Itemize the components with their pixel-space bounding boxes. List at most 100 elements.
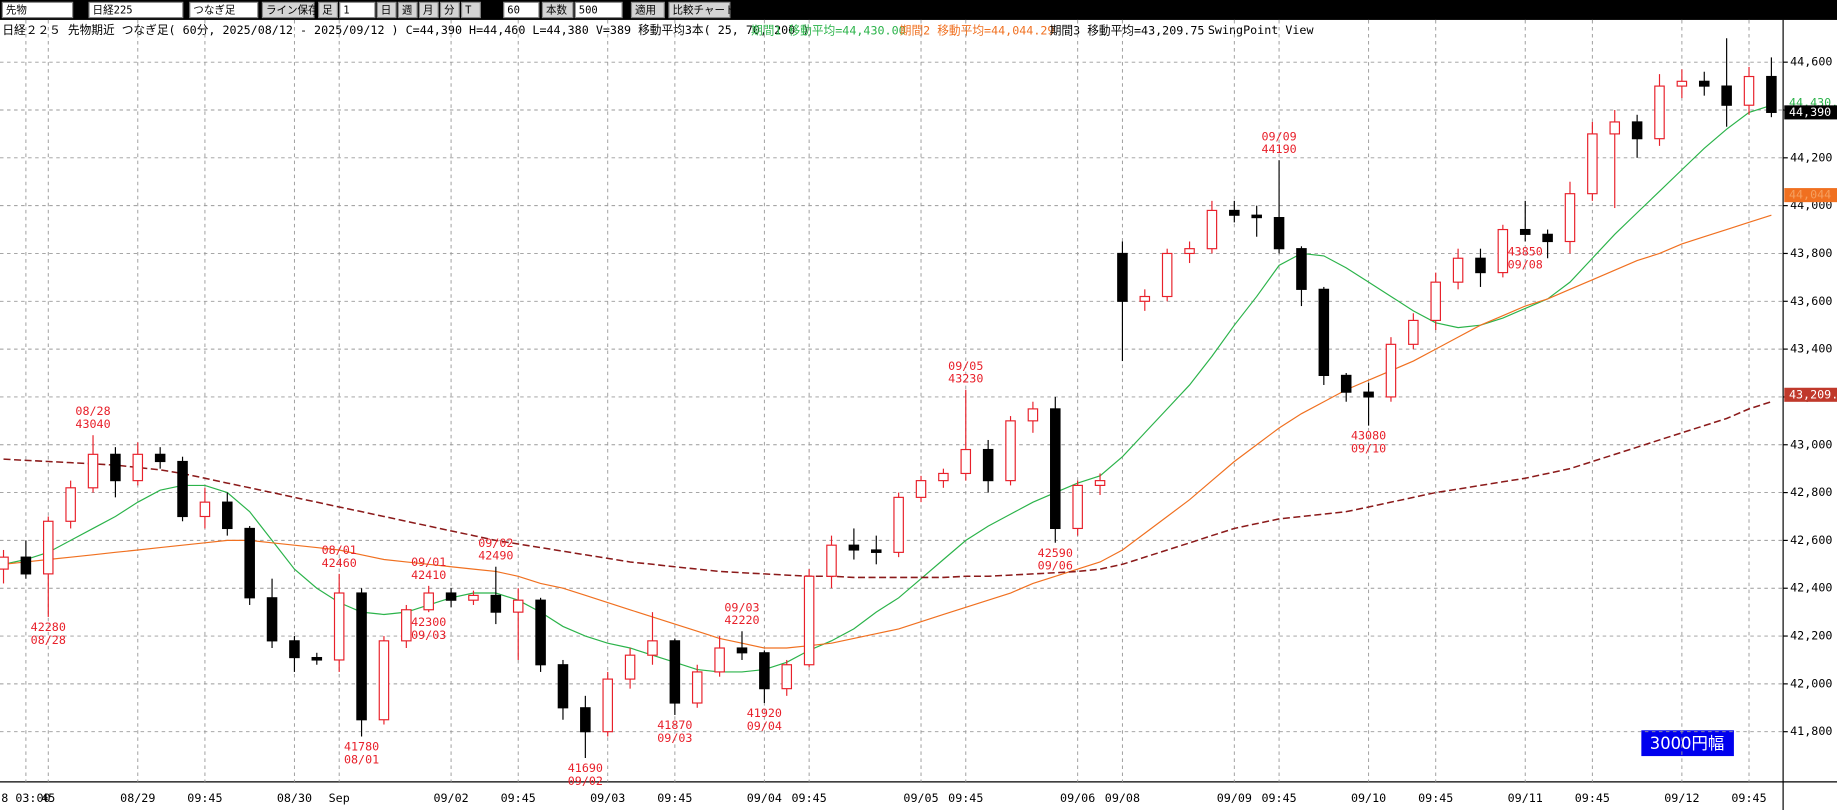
candle-body (982, 448, 994, 482)
swing-price: 42590 (1038, 546, 1073, 560)
toolbar-control[interactable] (574, 1, 623, 19)
toolbar-control[interactable] (668, 1, 731, 19)
moving-average (3, 104, 1772, 673)
candle-body (1072, 484, 1083, 530)
candle-body (1027, 408, 1039, 422)
price-marker-label: 44,044 (1789, 188, 1831, 202)
candle-body (199, 501, 211, 518)
toolbar-label[interactable]: 本数 (546, 4, 568, 17)
candle-body (266, 597, 278, 642)
swing-date: 09/05 (948, 359, 983, 373)
candle-body (356, 592, 367, 721)
candle-body (1743, 75, 1755, 106)
candle-body (110, 453, 121, 482)
candle-body (580, 707, 591, 733)
toolbar-control[interactable] (503, 1, 540, 19)
candle-body (803, 575, 815, 666)
toolbar-label[interactable]: 日経225 (93, 4, 133, 17)
candle-body (512, 599, 524, 613)
toolbar-label[interactable]: 週 (402, 5, 413, 17)
toolbar-control[interactable] (461, 1, 481, 19)
swing-date: 09/02 (568, 774, 603, 788)
toolbar-control[interactable] (439, 1, 460, 19)
toolbar-label[interactable]: T (465, 5, 472, 17)
x-tick-label: 09:45 (1418, 791, 1453, 805)
candle-body (1340, 374, 1352, 393)
toolbar-label[interactable]: 適用 (635, 4, 656, 17)
candle-body (42, 520, 54, 575)
toolbar-label[interactable]: 1 (343, 5, 349, 17)
toolbar-control[interactable] (630, 1, 665, 19)
toolbar-label[interactable]: 分 (444, 5, 455, 17)
toolbar-control[interactable] (1, 1, 74, 19)
swing-date: 09/01 (411, 555, 446, 569)
swing-price: 41690 (568, 761, 603, 775)
candle-body (1050, 408, 1061, 530)
candle-body (870, 549, 882, 553)
candle-body (1385, 343, 1397, 398)
view-label: SwingPoint View (1208, 23, 1315, 37)
candle-body (557, 664, 569, 709)
price-marker-label: 43,209. (1789, 387, 1837, 401)
toolbar-label[interactable]: 比較チャート (672, 4, 735, 17)
candle-body (669, 640, 681, 704)
toolbar-label[interactable]: 足 (322, 5, 333, 17)
toolbar-label[interactable]: 先物 (6, 4, 27, 17)
x-tick-label: 09/08 (1105, 791, 1140, 805)
y-tick-label: 43,000 (1790, 437, 1832, 451)
candle-body (1497, 228, 1509, 274)
range-badge: 3000円幅 (1650, 734, 1724, 753)
candle-body (647, 640, 658, 656)
swing-date: 09/09 (1261, 129, 1296, 143)
candle-body (826, 544, 837, 577)
swing-date: 09/03 (411, 628, 446, 642)
toolbar-label[interactable]: 月 (423, 5, 434, 17)
candle-body (1452, 257, 1464, 283)
candle-body (1408, 319, 1419, 345)
candle-body (1161, 252, 1173, 298)
candle-body (1631, 121, 1643, 140)
toolbar-label[interactable]: つなぎ足 (193, 4, 236, 17)
x-tick-label: 09/04 (747, 791, 782, 805)
candle-body (1654, 85, 1665, 140)
toolbar-control[interactable] (261, 1, 315, 19)
candle-body (1676, 80, 1688, 87)
moving-average (3, 214, 1772, 649)
x-tick-label: 09/06 (1060, 791, 1095, 805)
toolbar-label[interactable]: 60 (507, 5, 520, 17)
candle-body (378, 640, 390, 721)
toolbar-control[interactable] (541, 1, 574, 19)
candle-body (468, 594, 479, 601)
y-tick-label: 44,600 (1790, 55, 1832, 69)
candle-body (1139, 295, 1151, 302)
candle-body (624, 654, 636, 680)
candle-body (244, 527, 255, 599)
toolbar-control[interactable] (418, 1, 439, 19)
toolbar-control[interactable] (397, 1, 418, 19)
legend-label: 移動平均=44,430.00 (788, 23, 905, 37)
candle-body (87, 453, 99, 489)
legend-name: 期間2 (900, 23, 930, 37)
candle-body (333, 592, 345, 661)
candle-body (311, 656, 323, 661)
x-tick-label: 8 03:00 (1, 791, 50, 805)
candle-body (1273, 217, 1285, 250)
toolbar-label[interactable]: ライン保存 (266, 4, 319, 17)
swing-price: 43080 (1351, 429, 1386, 443)
toolbar-control[interactable] (318, 1, 338, 19)
price-marker (1784, 105, 1837, 120)
swing-date: 09/03 (657, 731, 692, 745)
toolbar-control[interactable] (339, 1, 376, 19)
toolbar-label[interactable]: 500 (579, 5, 598, 17)
candle-body (1519, 228, 1531, 235)
candle-body (0, 556, 9, 570)
toolbar-control[interactable] (88, 1, 184, 19)
swing-price: 43230 (948, 372, 983, 386)
y-tick-label: 42,800 (1790, 485, 1832, 499)
toolbar-control[interactable] (189, 1, 259, 19)
candle-body (222, 501, 233, 530)
x-tick-label: 09/11 (1508, 791, 1543, 805)
toolbar-control[interactable] (376, 1, 397, 19)
toolbar-label[interactable]: 日 (381, 5, 392, 17)
